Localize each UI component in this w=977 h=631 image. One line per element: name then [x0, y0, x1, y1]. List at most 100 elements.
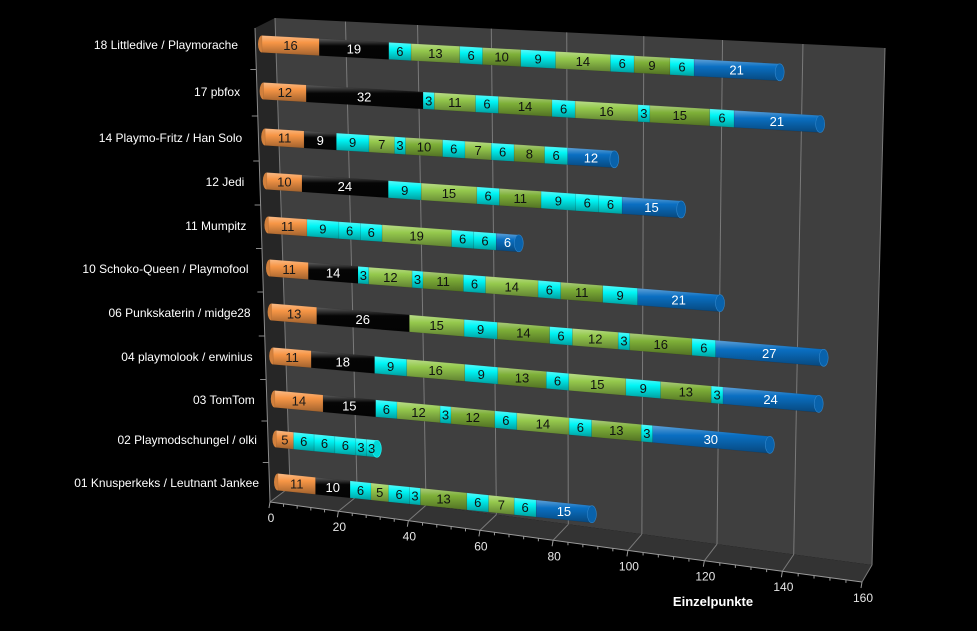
segment-value-label: 12 — [278, 85, 292, 100]
segment-value-label: 9 — [349, 135, 356, 150]
category-label: 03 TomTom — [193, 393, 255, 407]
segment-value-label: 24 — [338, 179, 352, 194]
bar-end-cap — [813, 395, 824, 413]
segment-value-label: 18 — [336, 355, 350, 370]
segment-value-label: 16 — [283, 38, 297, 53]
category-label: 06 Punkskaterin / midge28 — [109, 306, 251, 320]
segment-value-label: 6 — [368, 225, 375, 240]
bar-end-cap — [715, 294, 725, 312]
x-axis: 0 20 40 60 80 100 120 140 160 — [268, 501, 873, 605]
segment-value-label: 13 — [436, 492, 450, 507]
major-tick — [860, 581, 863, 589]
x-tick-label: 80 — [547, 549, 561, 563]
x-axis-line — [269, 501, 863, 583]
floor — [270, 487, 872, 582]
segment-value-label: 6 — [396, 44, 403, 59]
segment-value-label: 16 — [599, 104, 613, 119]
segment-value-label: 13 — [515, 370, 529, 385]
y-axis: 18 Littledive / Playmorache 17 pbfox 14 Pl… — [74, 27, 271, 503]
segment-value-label: 6 — [321, 436, 328, 451]
segment-value-label: 13 — [609, 423, 623, 438]
segment-value-label: 6 — [474, 495, 481, 510]
segment-value-label: 6 — [678, 59, 685, 74]
segment-value-label: 12 — [466, 410, 480, 425]
x-axis-title: Einzelpunkte — [673, 594, 753, 609]
bar-row: 11 9 6 6 19 6 6 6 — [264, 216, 524, 253]
major-tick — [702, 560, 705, 567]
segment-value-label: 12 — [411, 405, 425, 420]
segment-value-label: 21 — [671, 292, 685, 307]
segment-value-label: 14 — [292, 394, 306, 409]
segment-value-label: 6 — [554, 373, 561, 388]
bar-end-cap — [676, 200, 686, 219]
segment-value-label: 21 — [729, 62, 743, 77]
segment-value-label: 7 — [475, 143, 482, 158]
bar-end-cap — [513, 234, 524, 253]
segment-value-label: 6 — [502, 413, 509, 428]
bar-row: 13 26 15 9 14 6 12 3 16 6 27 — [267, 303, 829, 367]
segment-value-label: 9 — [617, 288, 624, 303]
bar-row: 11 10 6 5 6 3 13 6 7 6 15 — [274, 473, 597, 524]
segment-value-label: 3 — [620, 334, 627, 349]
segment-value-label: 26 — [356, 312, 370, 327]
segment-value-label: 15 — [442, 186, 456, 201]
major-tick — [336, 511, 339, 518]
segment-value-label: 15 — [342, 398, 356, 413]
gridline — [871, 47, 886, 566]
category-label: 04 playmolook / erwinius — [121, 350, 252, 364]
x-tick-label: 40 — [403, 530, 417, 544]
segment-value-label: 12 — [383, 270, 397, 285]
x-tick-label: 140 — [773, 580, 793, 594]
category-label: 12 Jedi — [206, 175, 245, 189]
x-tick-label: 0 — [268, 511, 275, 525]
bar-row: 11 14 3 12 3 11 6 14 6 11 9 21 — [266, 259, 725, 313]
bar-end-cap — [818, 348, 829, 367]
segment-value-label: 15 — [557, 504, 571, 519]
segment-value-label: 6 — [481, 233, 488, 248]
bar-end-cap — [609, 150, 620, 169]
segment-value-label: 6 — [504, 235, 511, 250]
bar-row: 14 15 6 12 3 12 6 14 6 13 3 30 — [270, 390, 775, 454]
segment-value-label: 15 — [672, 108, 686, 123]
bars: 16 19 6 13 6 10 9 14 6 9 6 21 12 32 3 11 6 14 6 16 3 15 6 21 11 9… — [258, 35, 829, 524]
segment-value-label: 7 — [498, 497, 505, 512]
segment-value-label: 9 — [401, 183, 408, 198]
segment-value-label: 9 — [640, 381, 647, 396]
bar-end-cap — [815, 115, 825, 133]
segment-value-label: 16 — [428, 363, 442, 378]
x-tick-label: 20 — [333, 520, 347, 534]
bar-row: 11 9 9 7 3 10 6 7 6 8 6 12 — [261, 128, 620, 169]
segment-value-label: 6 — [459, 232, 466, 247]
segment-value-label: 6 — [522, 500, 529, 515]
floor-gridline — [703, 543, 718, 561]
segment-value-label: 9 — [555, 194, 562, 209]
bar-row: 11 18 9 16 9 13 6 15 9 13 3 24 — [269, 347, 824, 413]
segment-value-label: 16 — [654, 337, 668, 352]
segment-value-label: 6 — [619, 56, 626, 71]
segment-value-label: 10 — [417, 140, 431, 155]
segment-value-label: 9 — [317, 133, 324, 148]
segment-value-label: 19 — [409, 228, 423, 243]
segment-value-label: 3 — [640, 106, 647, 121]
segment-value-label: 3 — [368, 441, 375, 456]
segment-value-label: 5 — [281, 432, 288, 447]
segment-value-label: 6 — [450, 142, 457, 157]
segment-value-label: 30 — [704, 432, 718, 447]
major-tick — [478, 530, 481, 537]
major-tick — [780, 571, 783, 578]
segment-value-label: 6 — [300, 434, 307, 449]
segment-value-label: 10 — [326, 480, 340, 495]
floor-gridline — [552, 523, 569, 541]
floor-gridline — [408, 504, 427, 522]
segment-value-label: 9 — [319, 221, 326, 236]
segment-value-label: 8 — [526, 146, 533, 161]
segment-value-label: 6 — [718, 111, 725, 126]
segment-value-label: 32 — [357, 89, 371, 104]
segment-value-label: 21 — [770, 114, 784, 129]
segment-value-label: 11 — [285, 350, 299, 365]
segment-value-label: 27 — [762, 346, 776, 361]
segment-value-label: 11 — [290, 476, 304, 491]
floor-gridline — [479, 514, 497, 531]
segment-value-label: 3 — [442, 407, 449, 422]
